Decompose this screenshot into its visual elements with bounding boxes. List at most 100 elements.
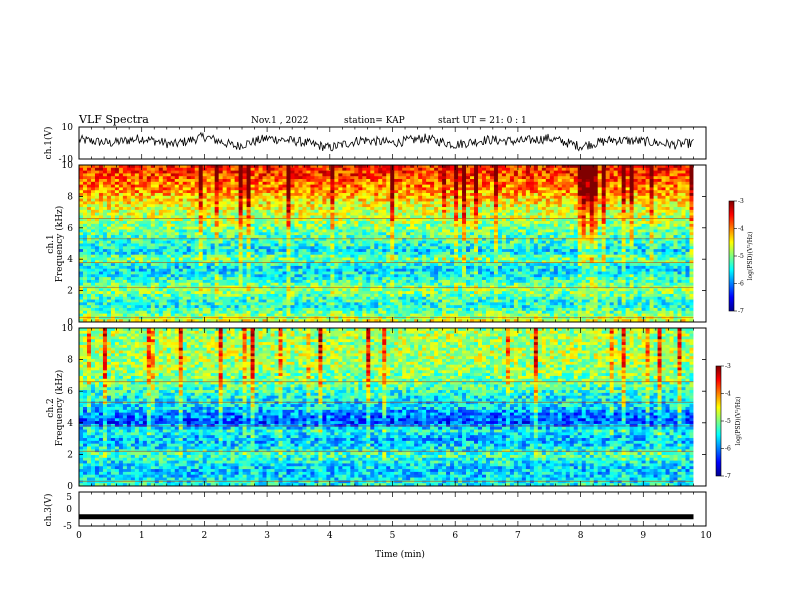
- spectrogram-cell: [342, 212, 347, 216]
- spectrogram-cell: [454, 179, 459, 183]
- spectrogram-cell: [346, 165, 351, 169]
- spectrogram-cell: [521, 170, 527, 174]
- spectrogram-cell: [154, 207, 160, 211]
- spectrogram-cell: [402, 176, 407, 180]
- spectrogram-cell: [250, 198, 255, 202]
- spectrogram-cell: [390, 181, 395, 186]
- spectrogram-cell: [537, 207, 543, 211]
- spectrogram-cell: [166, 232, 172, 236]
- spectrogram-cell: [270, 246, 275, 250]
- spectrogram-cell: [390, 218, 395, 222]
- spectrogram-cell: [210, 181, 216, 186]
- spectrogram-cell: [270, 173, 275, 177]
- spectrogram-cell: [625, 246, 631, 250]
- spectrogram-cell: [489, 198, 495, 202]
- spectrogram-cell: [238, 167, 243, 171]
- spectrogram-cell: [246, 235, 251, 239]
- spectrogram-cell: [637, 237, 642, 242]
- spectrogram-cell: [242, 240, 247, 244]
- spectrogram-cell: [222, 207, 228, 211]
- spectrogram-cell: [673, 212, 678, 216]
- spectrogram-cell: [206, 237, 212, 242]
- spectrogram-cell: [134, 179, 140, 183]
- spectrogram-cell: [306, 251, 311, 256]
- spectrogram-cell: [142, 184, 148, 188]
- figure-title: VLF Spectra: [78, 113, 149, 126]
- spectrogram-cell: [398, 221, 403, 225]
- spectrogram-cell: [581, 198, 587, 202]
- spectrogram-cell: [541, 195, 547, 200]
- spectrogram-cell: [474, 226, 479, 230]
- spectrogram-cell: [593, 221, 599, 225]
- spectrogram-cell: [362, 226, 367, 230]
- spectrogram-cell: [470, 237, 475, 242]
- spectrogram-cell: [106, 209, 112, 214]
- spectrogram-cell: [446, 176, 451, 180]
- spectrogram-cell: [513, 190, 519, 194]
- spectrogram-cell: [326, 193, 331, 197]
- spectrogram-cell: [378, 232, 383, 236]
- spectrogram-cell: [438, 243, 443, 247]
- spectrogram-cell: [186, 212, 192, 216]
- spectrogram-cell: [525, 221, 531, 225]
- spectrogram-cell: [442, 181, 447, 186]
- spectrogram-cell: [350, 235, 355, 239]
- spectrogram-cell: [621, 215, 627, 219]
- spectrogram-cell: [661, 193, 666, 197]
- spectrogram-cell: [677, 165, 682, 169]
- spectrogram-cell: [641, 221, 646, 225]
- spectrogram-cell: [402, 184, 407, 188]
- spectrogram-cell: [374, 179, 379, 183]
- spectrogram-cell: [190, 165, 196, 169]
- spectrogram-cell: [142, 229, 148, 233]
- spectrogram-cell: [605, 167, 611, 171]
- spectrogram-cell: [266, 167, 271, 171]
- spectrogram-cell: [142, 179, 148, 183]
- spectrogram-cell: [158, 237, 164, 242]
- spectrogram-cell: [266, 249, 271, 253]
- spectrogram-cell: [645, 193, 650, 197]
- spectrogram-cell: [82, 251, 88, 256]
- spectrogram-cell: [86, 201, 92, 205]
- spectrogram-cell: [386, 229, 391, 233]
- spectrogram-cell: [577, 173, 583, 177]
- spectrogram-cell: [553, 184, 559, 188]
- spectrogram-cell: [222, 167, 228, 171]
- spectrogram-cell: [346, 184, 351, 188]
- spectrogram-cell: [513, 198, 519, 202]
- spectrogram-cell: [685, 237, 690, 242]
- spectrogram-cell: [122, 209, 128, 214]
- spectrogram-cell: [426, 190, 431, 194]
- spectrogram-cell: [513, 173, 519, 177]
- spectrogram-cell: [529, 207, 535, 211]
- spectrogram-cell: [589, 165, 595, 169]
- spectrogram-cell: [553, 198, 559, 202]
- spectrogram-cell: [250, 181, 255, 186]
- spectrogram-cell: [517, 187, 523, 191]
- spectrogram-cell: [198, 243, 204, 247]
- spectrogram-cell: [689, 246, 694, 250]
- spectrogram-cell: [114, 243, 120, 247]
- spectrogram-cell: [406, 240, 411, 244]
- spectrogram-cell: [681, 207, 686, 211]
- spectrogram-cell: [533, 193, 539, 197]
- spectrogram-cell: [174, 181, 180, 186]
- spectrogram-cell: [234, 226, 239, 230]
- spectrogram-cell: [621, 167, 627, 171]
- spectrogram-cell: [214, 187, 220, 191]
- spectrogram-cell: [118, 165, 124, 169]
- spectrogram-cell: [442, 173, 447, 177]
- spectrogram-cell: [238, 246, 243, 250]
- spectrogram-cell: [629, 215, 635, 219]
- spectrogram-cell: [426, 201, 431, 205]
- spectrogram-cell: [593, 195, 599, 200]
- spectrogram-cell: [318, 243, 323, 247]
- spectrogram-cell: [374, 173, 379, 177]
- spectrogram-cell: [557, 181, 563, 186]
- spectrogram-cell: [178, 204, 184, 208]
- spectrogram-cell: [122, 179, 128, 183]
- spectrogram-cell: [509, 226, 515, 230]
- spectrogram-cell: [501, 249, 507, 253]
- spectrogram-cell: [362, 181, 367, 186]
- spectrogram-cell: [190, 207, 196, 211]
